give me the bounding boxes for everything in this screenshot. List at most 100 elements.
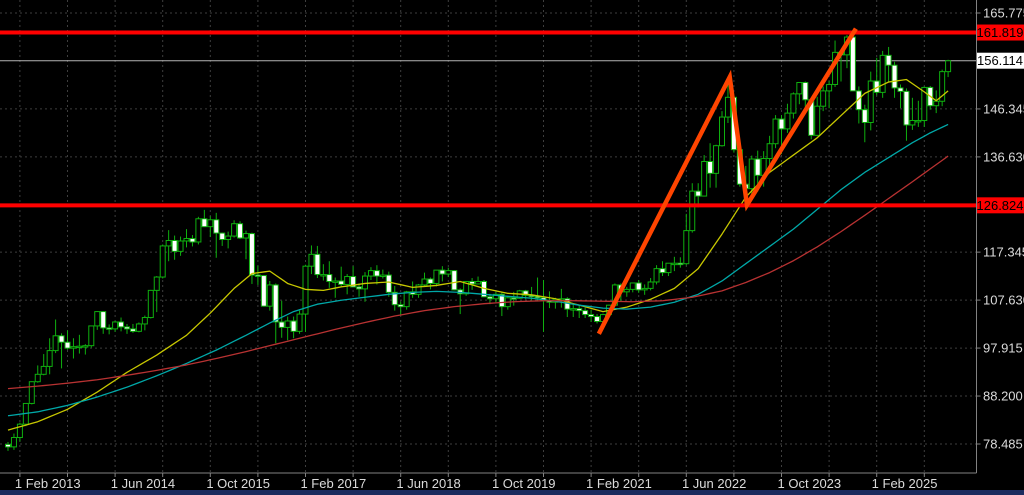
candle-body	[945, 60, 952, 73]
candle	[665, 262, 672, 277]
price-chip-text: 156.114	[977, 53, 1023, 68]
candle	[772, 115, 779, 149]
candle-body	[385, 274, 392, 293]
candle	[492, 291, 499, 303]
candle	[903, 88, 910, 141]
candle-body	[475, 280, 482, 285]
candle-body	[171, 239, 178, 252]
candle-body	[671, 262, 678, 266]
price-label-chip: 126.824	[977, 197, 1024, 214]
candle-body	[106, 327, 113, 330]
time-tick-label: 1 Oct 2019	[492, 476, 556, 491]
candle-body	[707, 160, 714, 174]
price-tick-label: 146.345	[983, 101, 1024, 116]
candle-body	[356, 286, 363, 290]
candle-body	[344, 276, 351, 285]
candle-body	[570, 308, 577, 311]
candle	[623, 286, 630, 297]
candle-body	[10, 437, 17, 448]
candle	[153, 276, 160, 313]
price-chip-text: 161.819	[977, 25, 1024, 40]
candle	[939, 69, 946, 107]
candle	[147, 289, 154, 319]
candle-body	[647, 281, 654, 289]
candle-body	[403, 291, 410, 308]
candle	[897, 84, 904, 109]
candle-body	[260, 275, 267, 307]
candle-body	[915, 120, 922, 123]
candle	[260, 275, 267, 307]
candle	[171, 235, 178, 260]
candle-body	[362, 275, 368, 290]
candle	[385, 271, 392, 297]
time-tick-label: 1 Oct 2023	[778, 476, 842, 491]
candle	[891, 61, 898, 98]
candle-body	[153, 276, 160, 291]
candle	[367, 267, 374, 280]
candle	[70, 338, 77, 359]
candle-body	[326, 274, 333, 282]
price-tick-label: 88.200	[983, 389, 1023, 404]
candle-body	[921, 86, 928, 122]
price-tick-label: 107.630	[983, 293, 1024, 308]
candle-body	[70, 346, 77, 349]
candle	[635, 279, 642, 293]
candle	[909, 97, 916, 130]
candle-body	[629, 282, 636, 290]
candle	[278, 300, 285, 338]
candle	[826, 81, 833, 109]
candle-body	[159, 245, 166, 278]
candle-body	[772, 118, 779, 145]
candle	[5, 441, 11, 451]
candle	[588, 309, 595, 322]
candle-body	[28, 381, 35, 404]
candle	[183, 229, 190, 248]
zigzag-trendline[interactable]	[596, 27, 858, 335]
candle-body	[332, 280, 339, 283]
candle-body	[766, 143, 773, 160]
candle	[802, 81, 809, 108]
candle-body	[820, 90, 827, 107]
candle-body	[296, 313, 303, 332]
candle	[629, 282, 636, 293]
time-tick-label: 1 Jun 2018	[396, 476, 460, 491]
candle	[46, 338, 53, 375]
candle-body	[939, 71, 946, 102]
candle	[338, 266, 345, 288]
candle-body	[16, 423, 23, 439]
candle	[52, 319, 59, 354]
price-chip-bg	[977, 197, 1024, 214]
candle	[100, 311, 107, 334]
candle-body	[778, 118, 785, 130]
candle	[469, 278, 476, 290]
candle	[689, 183, 696, 233]
price-axis[interactable]: 165.775 146.345 136.630 117.345 107.630 97.91…	[976, 6, 1024, 452]
price-chip-bg	[977, 52, 1024, 69]
candle-body	[237, 223, 244, 239]
candle-body	[445, 270, 452, 275]
time-axis[interactable]: 1 Feb 2013 1 Jun 2014 1 Oct 2015 1 Feb 2017…	[15, 473, 938, 491]
candle	[118, 317, 125, 332]
candle-body	[879, 54, 886, 93]
candle-body	[165, 239, 172, 247]
candle-body	[451, 270, 458, 291]
candle-body	[64, 341, 71, 349]
candle-body	[695, 190, 702, 197]
candle-body	[719, 116, 725, 147]
candle-body	[582, 310, 589, 316]
candle	[22, 402, 29, 427]
candle	[475, 276, 482, 285]
candle	[135, 322, 142, 333]
candle-body	[463, 280, 470, 295]
candle	[915, 100, 922, 127]
candle	[290, 316, 297, 339]
candle	[724, 81, 731, 123]
candle-body	[594, 316, 601, 322]
candle-body	[701, 160, 708, 197]
candle-body	[641, 287, 648, 291]
candle	[707, 143, 714, 188]
candle-body	[350, 276, 357, 288]
candle	[683, 213, 690, 266]
candle	[76, 334, 83, 354]
